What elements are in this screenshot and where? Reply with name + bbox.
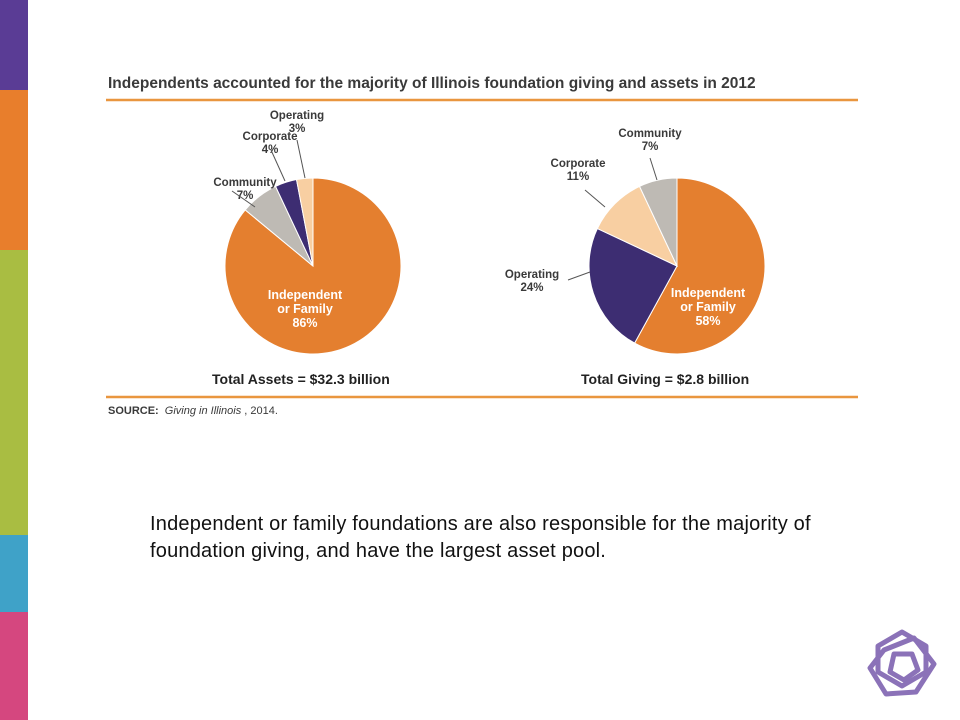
slice-label-independent-or-family-line0: Independent — [268, 288, 343, 302]
slice-operating — [295, 177, 314, 267]
leader-line-corporate — [584, 189, 606, 208]
slice-label-independent-or-family-line0: Independent — [671, 286, 746, 300]
stripe-green — [0, 250, 28, 535]
stripe-orange — [0, 90, 28, 250]
caption-text: Independent or family foundations are al… — [150, 513, 811, 562]
slice-community — [638, 177, 678, 267]
slice-label-independent-or-family-line1: or Family — [680, 300, 736, 314]
slice-label-independent-or-family-line2: 86% — [292, 316, 317, 330]
stripe-pink — [0, 612, 28, 720]
slice-pct-operating: 24% — [520, 282, 543, 294]
slice-label-operating: Operating — [505, 269, 559, 281]
slice-label-corporate: Corporate — [243, 131, 298, 143]
total-assets-label: Total Assets = $32.3 billion — [212, 371, 390, 387]
knot-logo-icon — [867, 629, 937, 697]
leader-line-operating — [296, 139, 306, 179]
stripe-blue — [0, 535, 28, 612]
leader-line-community — [649, 157, 658, 181]
total-giving-label: Total Giving = $2.8 billion — [581, 371, 749, 387]
slice-label-community: Community — [618, 128, 682, 140]
slice-pct-operating: 3% — [289, 123, 306, 135]
leader-line-community — [231, 190, 256, 208]
slice-label-operating: Operating — [270, 110, 324, 122]
slice-independent-or-family — [224, 177, 402, 355]
slice-pct-community: 7% — [642, 141, 659, 153]
slice-operating — [588, 227, 678, 344]
source-title: Giving in Illinois — [165, 405, 242, 417]
slice-pct-corporate: 4% — [262, 144, 279, 156]
slice-independent-or-family — [633, 177, 766, 355]
slice-label-community: Community — [213, 177, 277, 189]
source-note: SOURCE: Giving in Illinois , 2014. — [108, 405, 278, 417]
slice-label-independent-or-family-line1: or Family — [277, 302, 333, 316]
pie-chart-figure: Independents accounted for the majority … — [106, 75, 858, 417]
slice-pct-corporate: 11% — [567, 171, 589, 183]
slice-label-corporate: Corporate — [551, 158, 606, 170]
leader-line-operating — [567, 271, 591, 281]
figure-title: Independents accounted for the majority … — [108, 75, 756, 92]
slice-label-independent-or-family-line2: 58% — [695, 314, 720, 328]
source-year: , 2014. — [244, 405, 278, 417]
source-label: SOURCE: — [108, 405, 159, 417]
slice-pct-community: 7% — [237, 190, 254, 202]
stripe-purple — [0, 0, 28, 90]
leader-line-corporate — [270, 149, 286, 182]
